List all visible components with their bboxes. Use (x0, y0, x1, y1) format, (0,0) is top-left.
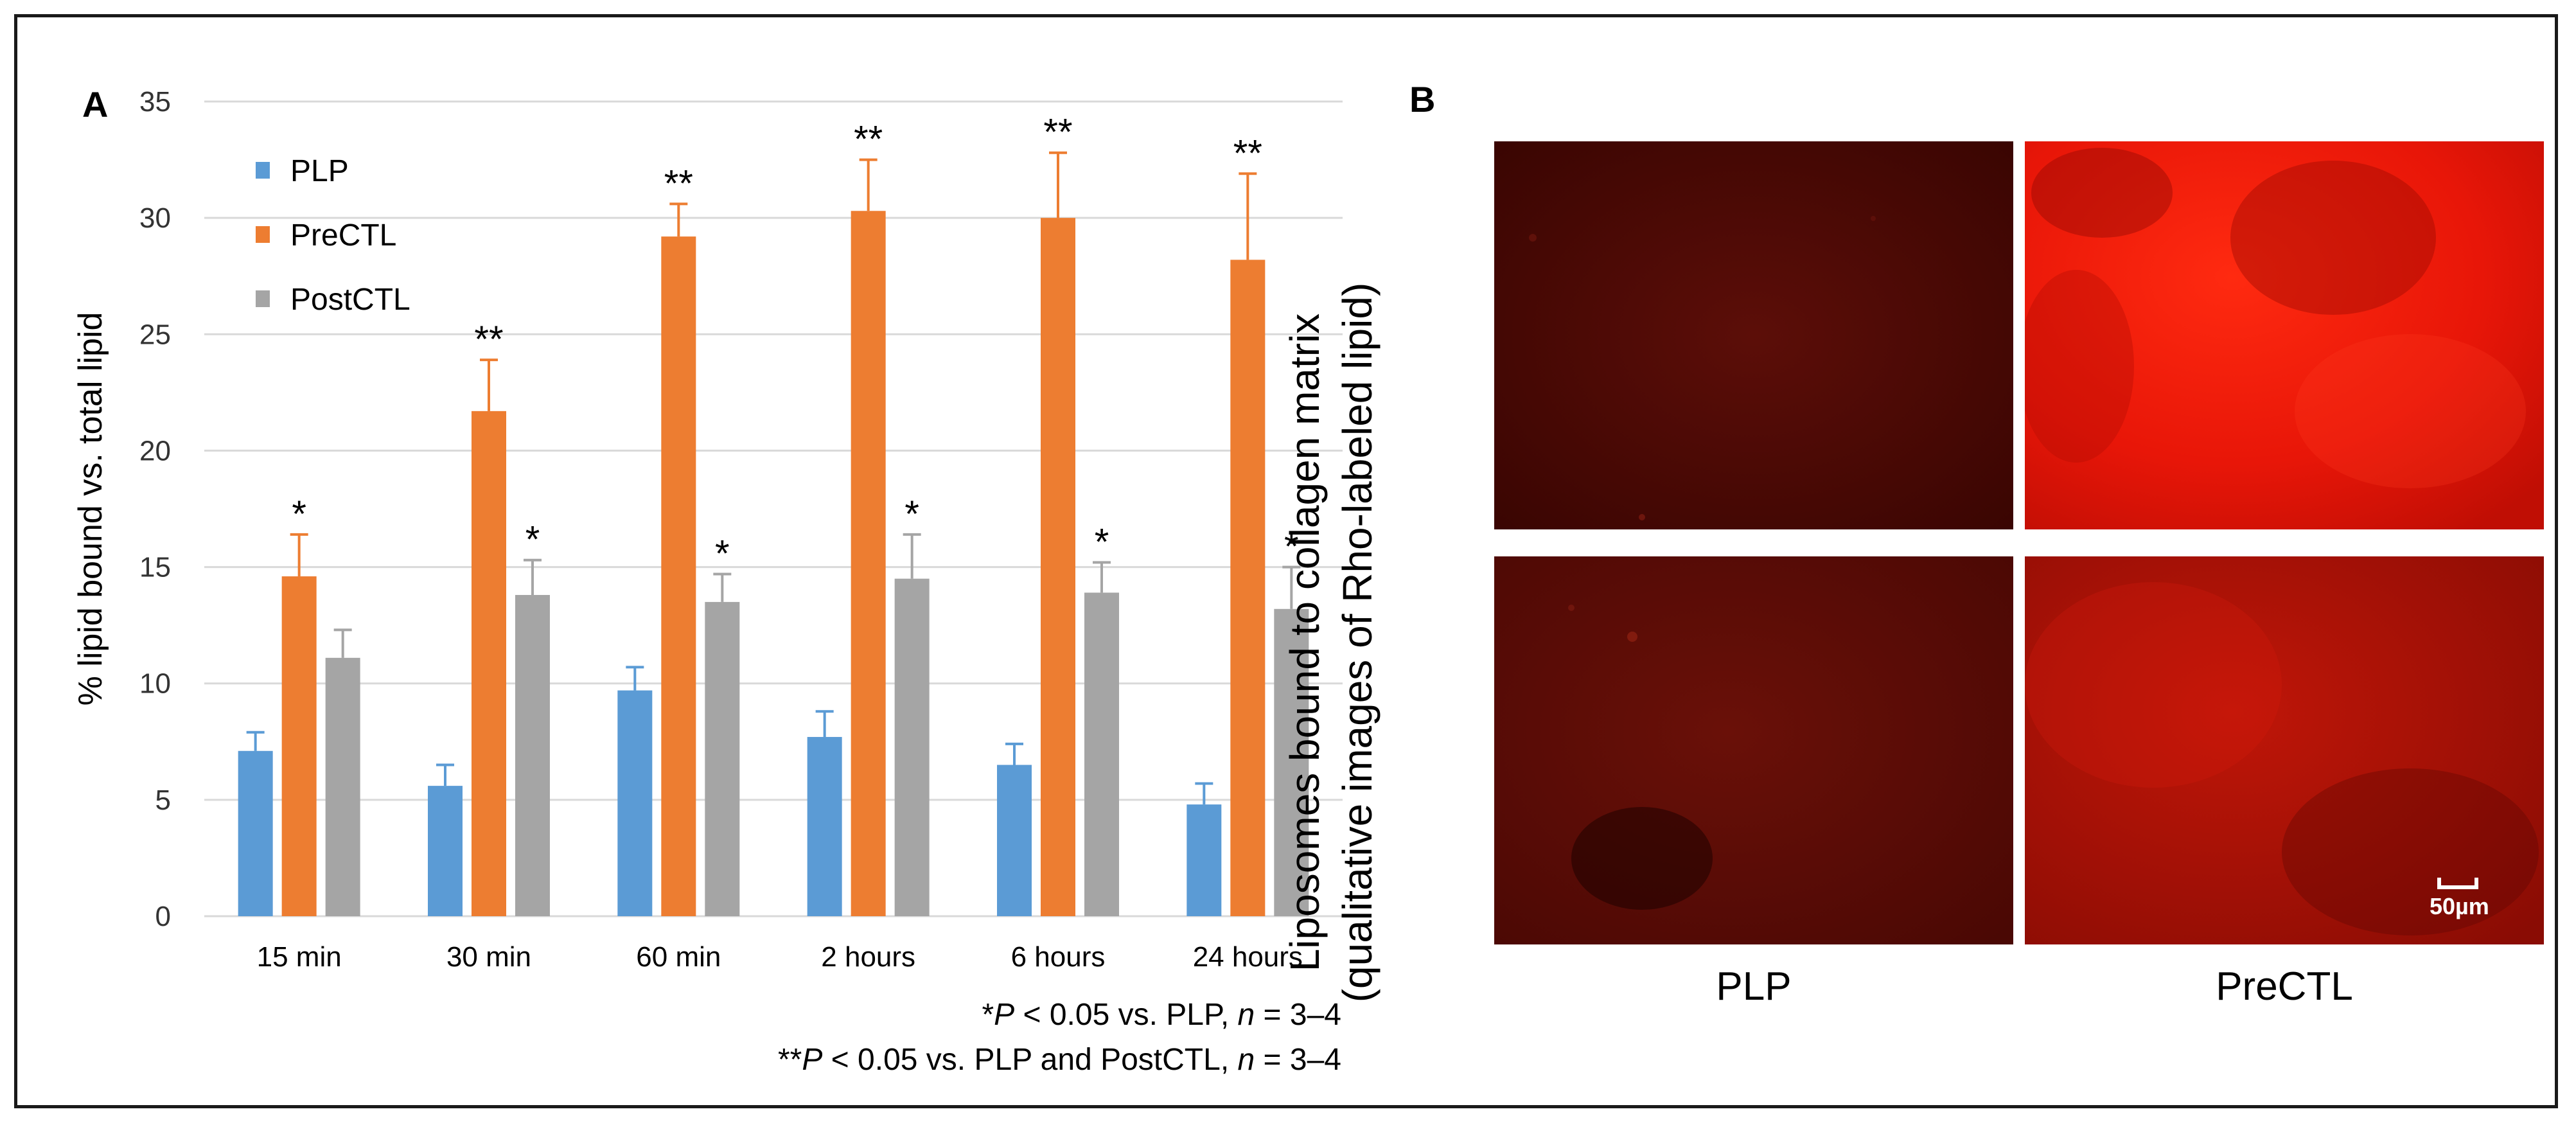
micrograph-plp-top (1494, 141, 2013, 529)
y-axis-label: % lipid bound vs. total lipid (72, 312, 109, 706)
bar-plp (1187, 804, 1222, 916)
footnote-part: = 3–4 (1255, 1043, 1341, 1077)
bar-prectl (1230, 260, 1266, 917)
column-label-prectl: PreCTL (2216, 964, 2353, 1009)
significance-marker: * (904, 493, 919, 535)
x-tick-label: 30 min (446, 941, 531, 973)
x-tick-label: 15 min (257, 941, 342, 973)
legend-label-plp: PLP (290, 154, 349, 188)
significance-marker: * (1284, 526, 1299, 568)
legend-swatch-postctl (256, 290, 270, 307)
bar-prectl (851, 211, 886, 916)
significance-marker: ** (1043, 112, 1072, 154)
bar-prectl (1041, 218, 1075, 917)
x-tick-label: 60 min (636, 941, 721, 973)
figure-frame (14, 14, 2558, 1108)
bar-postctl (1084, 592, 1119, 916)
footnote-part: < 0.05 vs. PLP, (1014, 998, 1237, 1032)
bar-plp (617, 690, 653, 916)
legend-label-postctl: PostCTL (290, 283, 410, 317)
scale-bar-label: 50µm (2430, 893, 2489, 919)
significance-marker: * (525, 519, 540, 561)
footnote-part: < 0.05 vs. PLP and PostCTL, (822, 1043, 1237, 1077)
footnote-part: n (1238, 1043, 1255, 1077)
column-label-plp: PLP (1716, 964, 1792, 1009)
significance-marker: * (715, 533, 730, 574)
legend-swatch-plp (256, 162, 270, 179)
x-tick-label: 24 hours (1193, 941, 1303, 973)
panel-b-title: Liposomes bound to collagen matrix (qual… (1278, 161, 1394, 1124)
bar-postctl (705, 601, 740, 916)
footnote-part: = 3–4 (1255, 998, 1341, 1032)
footnote-part: P (994, 998, 1014, 1032)
bar-plp (428, 786, 463, 916)
micrograph-prectl-bottom (2025, 556, 2544, 944)
y-tick-label: 30 (139, 202, 171, 234)
legend-label-prectl: PreCTL (290, 218, 396, 252)
footnote-part: P (802, 1043, 822, 1077)
y-tick-label: 0 (155, 901, 171, 932)
significance-marker: * (292, 493, 306, 535)
bar-postctl (894, 578, 930, 916)
y-tick-label: 5 (155, 784, 171, 816)
footnote-part: * (982, 998, 994, 1032)
panel-b-title-line1: Liposomes bound to collagen matrix (1282, 313, 1328, 972)
x-tick-label: 6 hours (1011, 941, 1106, 973)
footnote: **P < 0.05 vs. PLP and PostCTL, n = 3–4 (778, 1043, 1341, 1077)
panel-b-label: B (1409, 79, 1436, 120)
y-tick-label: 20 (139, 435, 171, 466)
y-tick-label: 15 (139, 552, 171, 583)
bar-prectl (281, 576, 317, 916)
x-tick-label: 2 hours (821, 941, 915, 973)
y-tick-label: 25 (139, 319, 171, 350)
y-tick-label: 35 (139, 86, 171, 118)
bar-postctl (1274, 608, 1309, 916)
micrograph-prectl-top (2025, 141, 2544, 529)
significance-marker: ** (664, 163, 693, 204)
panel-a-label: A (82, 84, 109, 125)
y-tick-label: 10 (139, 668, 171, 700)
footnote: *P < 0.05 vs. PLP, n = 3–4 (982, 998, 1341, 1032)
footnote-part: ** (778, 1043, 802, 1077)
micrograph-plp-bottom (1494, 556, 2013, 944)
bar-plp (807, 737, 842, 916)
significance-marker: ** (1233, 132, 1262, 174)
significance-marker: ** (474, 319, 503, 360)
bar-prectl (661, 236, 696, 916)
footnote-part: n (1238, 998, 1255, 1032)
bar-chart: 0 5 10 15 20 25 30 35 % lipid bound vs. total li… (72, 86, 1343, 1077)
panel-b-title-line2: (qualitative images of Rho-labeled lipid… (1334, 282, 1381, 1003)
significance-marker: ** (854, 119, 883, 161)
bar-postctl (515, 595, 550, 916)
scale-bar (2437, 878, 2478, 889)
significance-marker: * (1095, 521, 1109, 563)
bar-prectl (472, 411, 506, 916)
bar-postctl (325, 657, 360, 916)
bar-plp (238, 750, 273, 916)
legend-swatch-prectl (256, 226, 270, 243)
bar-plp (997, 765, 1032, 916)
